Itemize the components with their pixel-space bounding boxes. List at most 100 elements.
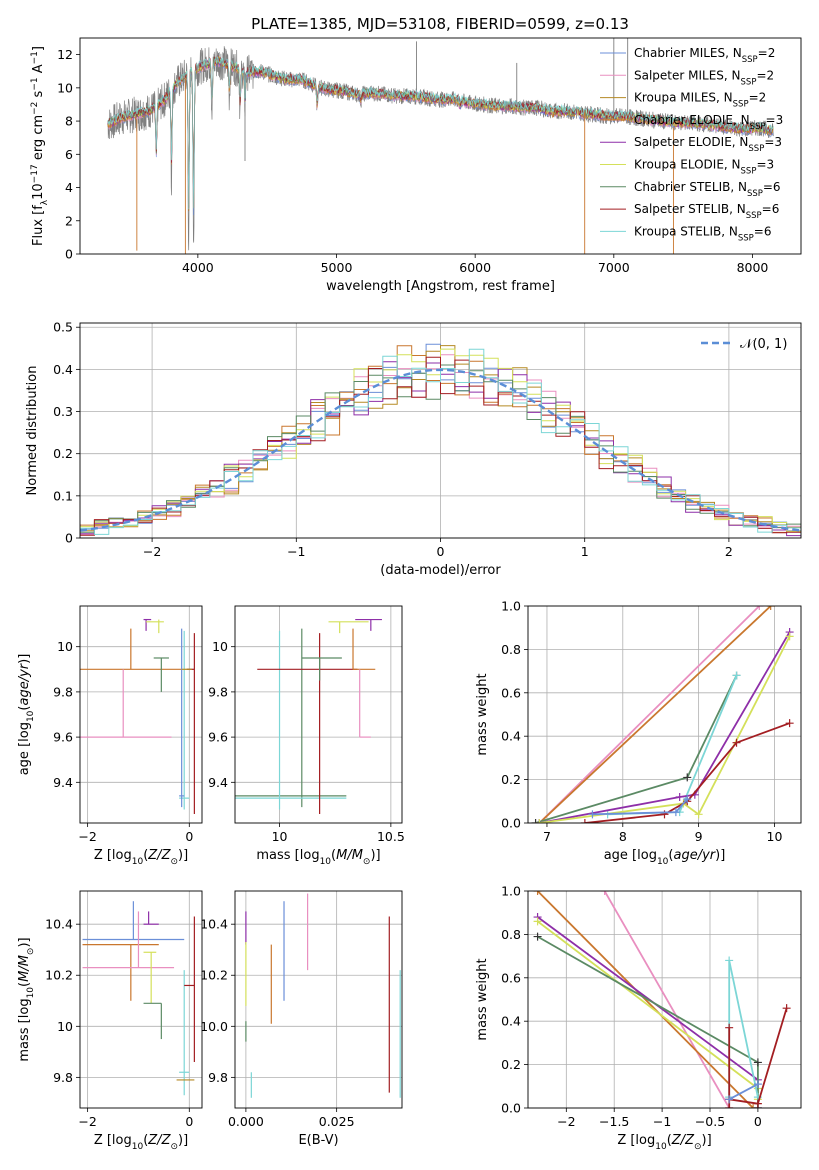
- weight-line-c3: [536, 891, 754, 1108]
- legend-sub: SSP: [741, 77, 757, 87]
- ylabel-part: ]: [31, 46, 46, 51]
- xlabel-part: ⊙: [363, 857, 371, 867]
- ylabel-part: M/M: [17, 955, 32, 982]
- legend-tail: =6: [762, 202, 780, 216]
- legend-label: Kroupa ELODIE, NSSP=3: [634, 158, 774, 177]
- y-tick-label: 0.4: [501, 1014, 521, 1029]
- x-tick-label: 6000: [459, 260, 491, 275]
- xlabel-part: ⊙: [170, 857, 178, 867]
- ylabel-part: (: [17, 706, 32, 711]
- y-tick-label: 0.1: [53, 488, 73, 503]
- xlabel-part: mass [log: [256, 848, 319, 863]
- y-tick-label: 0.0: [501, 1101, 521, 1116]
- legend-sub: SSP: [741, 167, 757, 177]
- y-tick-label: 0.3: [53, 404, 73, 419]
- legend-label: Kroupa STELIB, NSSP=6: [634, 224, 772, 243]
- legend-base: Kroupa STELIB, N: [634, 224, 738, 238]
- x-tick-label: 7: [543, 829, 551, 844]
- ylabel-part: −1: [30, 77, 40, 90]
- z_weight-xlabel: Z [log10(Z/Z⊙)]: [617, 1133, 711, 1152]
- normal-legend-label: 𝒩(0, 1): [740, 337, 787, 352]
- x-tick-label: 0: [185, 1114, 193, 1129]
- ylabel-part: A: [31, 64, 46, 77]
- weight-line-c5: [539, 631, 791, 823]
- legend-tail: =3: [764, 135, 782, 149]
- model-spectrum-c9: [107, 55, 774, 210]
- x-tick-label: 1: [581, 544, 589, 559]
- weight-marker: [671, 808, 680, 817]
- y-tick-label: 0.5: [53, 320, 73, 335]
- weight-marker: [753, 1099, 762, 1108]
- y-tick-label: 10.2: [45, 968, 73, 983]
- legend-sub: SSP: [738, 233, 754, 243]
- xlabel-part: Z [log: [94, 848, 132, 863]
- legend-label: Chabrier MILES, NSSP=2: [634, 46, 775, 65]
- weight-marker: [588, 810, 597, 819]
- y-tick-label: 0: [65, 247, 73, 262]
- model-spectrum-c6: [107, 56, 774, 208]
- ylabel-part: λ: [40, 199, 50, 205]
- y-tick-label: 4: [65, 180, 73, 195]
- legend-base: Chabrier ELODIE, N: [634, 113, 750, 127]
- mass_age-axes: 10 10.5 9.4 9.6 9.8 10: [208, 606, 405, 844]
- x-tick-label: −0.5: [695, 1114, 725, 1129]
- x-tick-label: −2: [78, 1114, 96, 1129]
- xlabel-part: Z [log: [617, 1133, 655, 1148]
- x-tick-label: 10.5: [377, 829, 405, 844]
- x-tick-label: 10: [767, 829, 783, 844]
- weight-line-c3: [538, 606, 772, 823]
- legend-tail: =3: [766, 113, 784, 127]
- x-tick-label: 4000: [182, 260, 214, 275]
- legend-label: Chabrier STELIB, NSSP=6: [634, 180, 781, 199]
- x-tick-label: 9: [695, 829, 703, 844]
- y-tick-label: 0.4: [53, 362, 73, 377]
- spectrum-ylabel: Flux [fλ10−17 erg cm−2 s−1 A−1]: [30, 46, 50, 246]
- ylabel-part: −2: [30, 102, 40, 115]
- legend-tail: =3: [756, 158, 774, 172]
- y-tick-label: 9.6: [53, 730, 73, 745]
- weight-line-c6: [537, 920, 759, 1100]
- x-tick-label: 8: [619, 829, 627, 844]
- x-tick-label: 0.025: [319, 1114, 355, 1129]
- age_weight-ylabel: mass weight: [475, 673, 490, 755]
- x-tick-label: −2: [143, 544, 161, 559]
- weight-line-c9: [607, 675, 738, 816]
- x-tick-label: −2: [557, 1114, 575, 1129]
- weight-marker: [766, 606, 775, 610]
- y-tick-label: 0: [65, 531, 73, 546]
- x-tick-label: −1.5: [599, 1114, 629, 1129]
- legend-base: Salpeter MILES, N: [634, 68, 741, 82]
- observed-spectrum: [107, 46, 774, 251]
- legend-base: Salpeter STELIB, N: [634, 202, 746, 216]
- legend-label: Salpeter STELIB, NSSP=6: [634, 202, 779, 221]
- weight-marker: [782, 1004, 791, 1013]
- xlabel-part: ⊙: [694, 1142, 702, 1152]
- age_weight-series: [531, 606, 794, 823]
- ylabel-part: (: [17, 982, 32, 987]
- ylabel-part: )]: [17, 937, 32, 947]
- legend-tail: =2: [758, 46, 776, 60]
- weight-marker: [725, 1023, 734, 1032]
- legend-sub: SSP: [748, 144, 764, 154]
- legend-sub: SSP: [747, 189, 763, 199]
- ylabel-part: mass [log: [17, 998, 32, 1061]
- weight-marker: [580, 819, 589, 823]
- xlabel-part: (: [143, 1133, 148, 1148]
- weight-marker: [533, 932, 542, 941]
- y-tick-label: 0.8: [501, 642, 521, 657]
- z_mass-frame: [79, 890, 203, 1109]
- xlabel-part: )]: [178, 848, 188, 863]
- y-tick-label: 10: [57, 80, 73, 95]
- x-tick-label: 0: [754, 1114, 762, 1129]
- xlabel-part: age/yr: [673, 848, 716, 863]
- z_mass-ylabel: mass [log10(M/M⊙)]: [17, 937, 36, 1061]
- y-tick-label: 0.2: [501, 1057, 521, 1072]
- figure-title: PLATE=1385, MJD=53108, FIBERID=0599, z=0…: [251, 15, 629, 33]
- z_age-points: [80, 618, 195, 814]
- x-tick-label: −1: [653, 1114, 671, 1129]
- ylabel-part: Flux [f: [31, 205, 46, 246]
- ylabel-part: 10: [26, 987, 36, 999]
- weight-marker: [531, 819, 540, 823]
- y-tick-label: 9.8: [53, 684, 73, 699]
- weight-marker: [533, 917, 542, 926]
